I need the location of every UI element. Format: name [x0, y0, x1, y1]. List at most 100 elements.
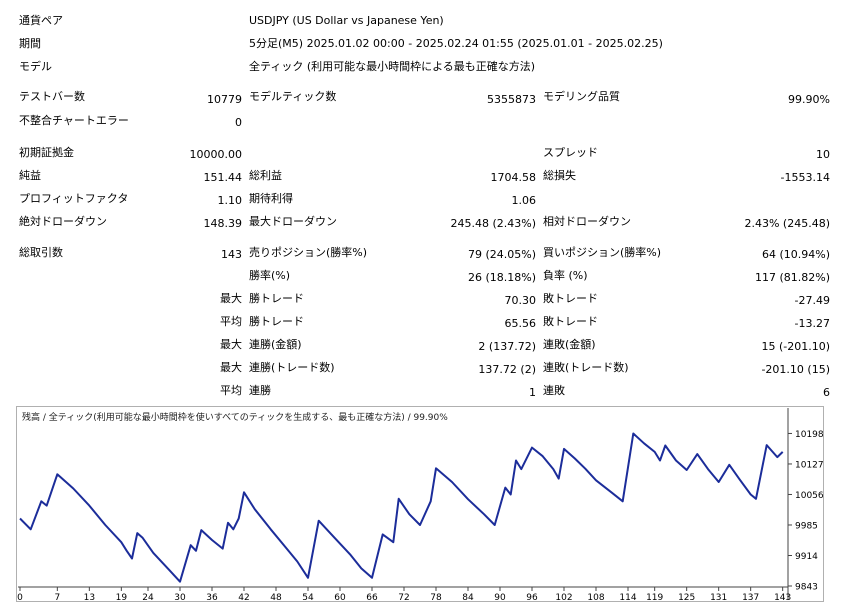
avg-win-value: 65.56 — [504, 317, 537, 330]
x-tick-label: 114 — [619, 593, 636, 602]
mismatch-value: 0 — [235, 116, 242, 129]
y-tick-label: 9985 — [795, 521, 818, 531]
quality-value: 99.90% — [788, 93, 830, 106]
x-tick-label: 54 — [302, 593, 314, 602]
x-tick-label: 119 — [646, 593, 663, 602]
trades-value: 143 — [221, 248, 242, 261]
avg-cons-loss-label: 連敗 — [543, 384, 565, 397]
gross-profit-label: 総利益 — [249, 169, 282, 182]
balance-chart: 残高 / 全ティック(利用可能な最小時間枠を使いすべてのティックを生成する、最も… — [16, 406, 824, 602]
x-tick-label: 13 — [84, 593, 95, 602]
ticks-label: モデルティック数 — [249, 90, 337, 103]
x-tick-label: 66 — [366, 593, 378, 602]
win-label: 勝率(%) — [249, 269, 291, 282]
abs-dd-value: 148.39 — [203, 217, 243, 230]
chart-frame — [16, 406, 824, 602]
cons-win-amt-label: 連勝(金額) — [249, 338, 302, 351]
gross-loss-value: -1553.14 — [780, 171, 830, 184]
model-label: モデル — [19, 60, 52, 73]
bars-value: 10779 — [207, 93, 242, 106]
x-tick-label: 90 — [494, 593, 506, 602]
avg-loss-label: 敗トレード — [543, 315, 598, 328]
x-tick-label: 19 — [116, 593, 128, 602]
trades-label: 総取引数 — [19, 246, 63, 259]
x-tick-label: 48 — [270, 593, 282, 602]
gross-profit-value: 1704.58 — [490, 171, 537, 184]
gross-loss-label: 総損失 — [543, 169, 576, 182]
cons-loss-amt-label: 連敗(金額) — [543, 338, 596, 351]
long-value: 64 (10.94%) — [761, 248, 830, 261]
period-label: 期間 — [19, 37, 41, 50]
cons-win-cnt-label: 連勝(トレード数) — [249, 361, 335, 374]
y-tick-label: 10127 — [795, 460, 824, 470]
cons-win-amt-value: 2 (137.72) — [478, 340, 536, 353]
short-value: 79 (24.05%) — [467, 248, 536, 261]
balance-series-line — [19, 432, 784, 583]
cons-loss-cnt-value: -201.10 (15) — [761, 363, 830, 376]
spread-value: 10 — [816, 148, 830, 161]
cons-win-cnt-value: 137.72 (2) — [478, 363, 536, 376]
short-label: 売りポジション(勝率%) — [249, 246, 368, 259]
x-tick-label: 102 — [555, 593, 572, 602]
avg-cons-win-label: 連勝 — [249, 384, 271, 397]
max-prefix-1: 最大 — [220, 292, 242, 305]
avg-loss-value: -13.27 — [794, 317, 830, 330]
expected-label: 期待利得 — [249, 192, 293, 205]
x-tick-label: 72 — [398, 593, 409, 602]
avg-prefix-2: 平均 — [220, 384, 242, 397]
mismatch-label: 不整合チャートエラー — [19, 114, 129, 127]
x-axis: 0 7 13 19 24 30 36 42 48 54 60 66 72 78 84 90 96 102 108 11… — [17, 587, 791, 602]
avg-cons-loss-value: 6 — [823, 386, 830, 399]
loss-label: 負率 (%) — [543, 269, 588, 282]
max-loss-value: -27.49 — [794, 294, 830, 307]
chart-title: 残高 / 全ティック(利用可能な最小時間枠を使いすべてのティックを生成する、最も… — [22, 411, 448, 423]
avg-cons-win-value: 1 — [529, 386, 536, 399]
avg-win-label: 勝トレード — [249, 315, 304, 328]
expected-value: 1.06 — [511, 194, 537, 207]
y-tick-label: 9843 — [795, 583, 818, 593]
y-tick-label: 10198 — [795, 430, 824, 440]
rel-dd-value: 2.43% (245.48) — [744, 217, 830, 230]
long-label: 買いポジション(勝率%) — [543, 246, 662, 259]
x-tick-label: 24 — [142, 593, 154, 602]
symbol-value: USDJPY (US Dollar vs Japanese Yen) — [249, 14, 444, 27]
rel-dd-label: 相対ドローダウン — [543, 215, 631, 228]
symbol-label: 通貨ペア — [19, 14, 63, 27]
net-value: 151.44 — [203, 171, 243, 184]
x-tick-label: 125 — [678, 593, 695, 602]
bars-label: テストバー数 — [19, 90, 85, 103]
x-tick-label: 36 — [206, 593, 218, 602]
x-tick-label: 131 — [710, 593, 727, 602]
x-tick-label: 137 — [742, 593, 759, 602]
x-tick-label: 42 — [238, 593, 249, 602]
x-tick-label: 7 — [54, 593, 60, 602]
max-win-value: 70.30 — [504, 294, 537, 307]
x-tick-label: 84 — [462, 593, 474, 602]
net-label: 純益 — [19, 169, 41, 182]
abs-dd-label: 絶対ドローダウン — [19, 215, 107, 228]
x-tick-label: 96 — [526, 593, 538, 602]
avg-prefix-1: 平均 — [220, 315, 242, 328]
x-tick-label: 143 — [774, 593, 791, 602]
x-tick-label: 108 — [587, 593, 604, 602]
max-dd-value: 245.48 (2.43%) — [450, 217, 536, 230]
loss-value: 117 (81.82%) — [754, 271, 830, 284]
y-axis: 10198 10127 10056 9985 9914 9843 — [18, 408, 824, 600]
max-win-label: 勝トレード — [249, 292, 304, 305]
deposit-label: 初期証拠金 — [19, 146, 74, 159]
ticks-value: 5355873 — [487, 93, 536, 106]
max-prefix-2: 最大 — [220, 338, 242, 351]
win-value: 26 (18.18%) — [467, 271, 536, 284]
deposit-value: 10000.00 — [189, 148, 243, 161]
max-dd-label: 最大ドローダウン — [249, 215, 337, 228]
quality-label: モデリング品質 — [543, 90, 620, 103]
model-value: 全ティック (利用可能な最小時間枠による最も正確な方法) — [249, 60, 536, 73]
cons-loss-amt-value: 15 (-201.10) — [761, 340, 830, 353]
y-tick-label: 10056 — [795, 491, 824, 501]
x-tick-label: 0 — [17, 593, 23, 602]
cons-loss-cnt-label: 連敗(トレード数) — [543, 361, 629, 374]
balance-chart-svg: 残高 / 全ティック(利用可能な最小時間枠を使いすべてのティックを生成する、最も… — [16, 406, 824, 602]
period-value: 5分足(M5) 2025.01.02 00:00 - 2025.02.24 01… — [249, 37, 663, 50]
y-tick-label: 9914 — [795, 552, 818, 562]
spread-label: スプレッド — [543, 146, 598, 159]
